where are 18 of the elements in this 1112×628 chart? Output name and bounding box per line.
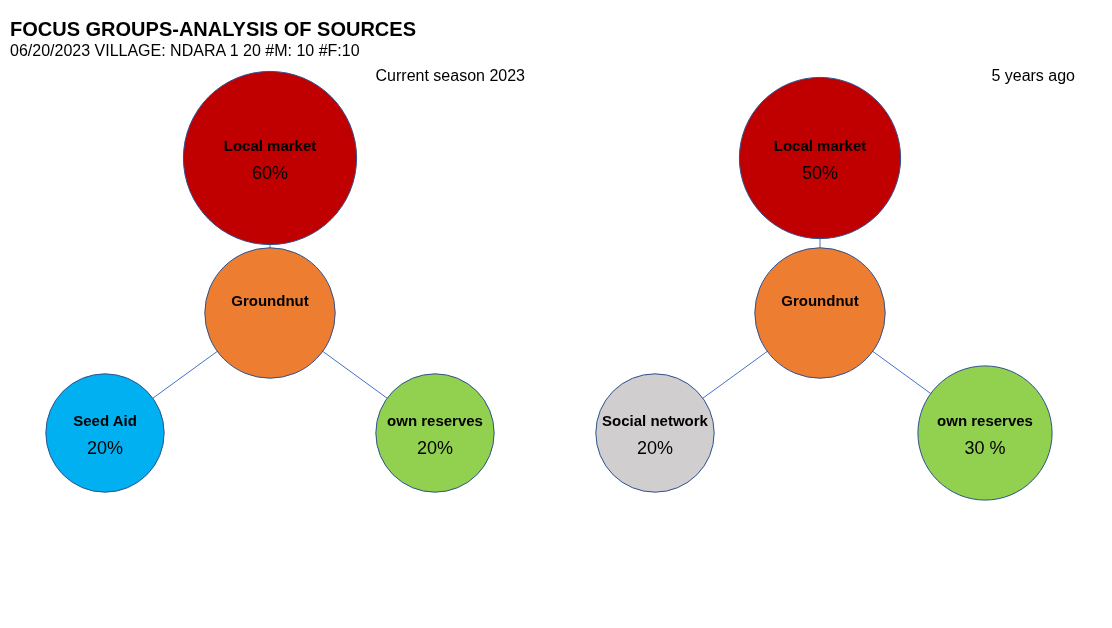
category-label: Groundnut <box>781 292 859 309</box>
category-label: Social network <box>602 412 709 429</box>
category-label: own reserves <box>387 412 483 429</box>
data-label: 60% <box>251 163 289 183</box>
data-label: 20% <box>86 438 124 458</box>
data-label: 30 % <box>964 438 1006 458</box>
text: FOCUS GROUPS-ANALYSIS OF SOURCES <box>10 18 416 40</box>
text: Current season 2023 <box>375 67 526 84</box>
text: 06/20/2023 VILLAGE: NDARA 1 20 #M: 10 #F:10 <box>10 42 360 59</box>
data-label: 50% <box>801 163 839 183</box>
data-label: 20% <box>636 438 674 458</box>
category-label: Local market <box>223 137 317 154</box>
category-label: Local market <box>773 137 867 154</box>
data-label: 20% <box>416 438 454 458</box>
text: 5 years ago <box>991 67 1076 84</box>
category-label: own reserves <box>937 412 1033 429</box>
category-label: Groundnut <box>231 292 309 309</box>
category-label: Seed Aid <box>73 412 137 429</box>
